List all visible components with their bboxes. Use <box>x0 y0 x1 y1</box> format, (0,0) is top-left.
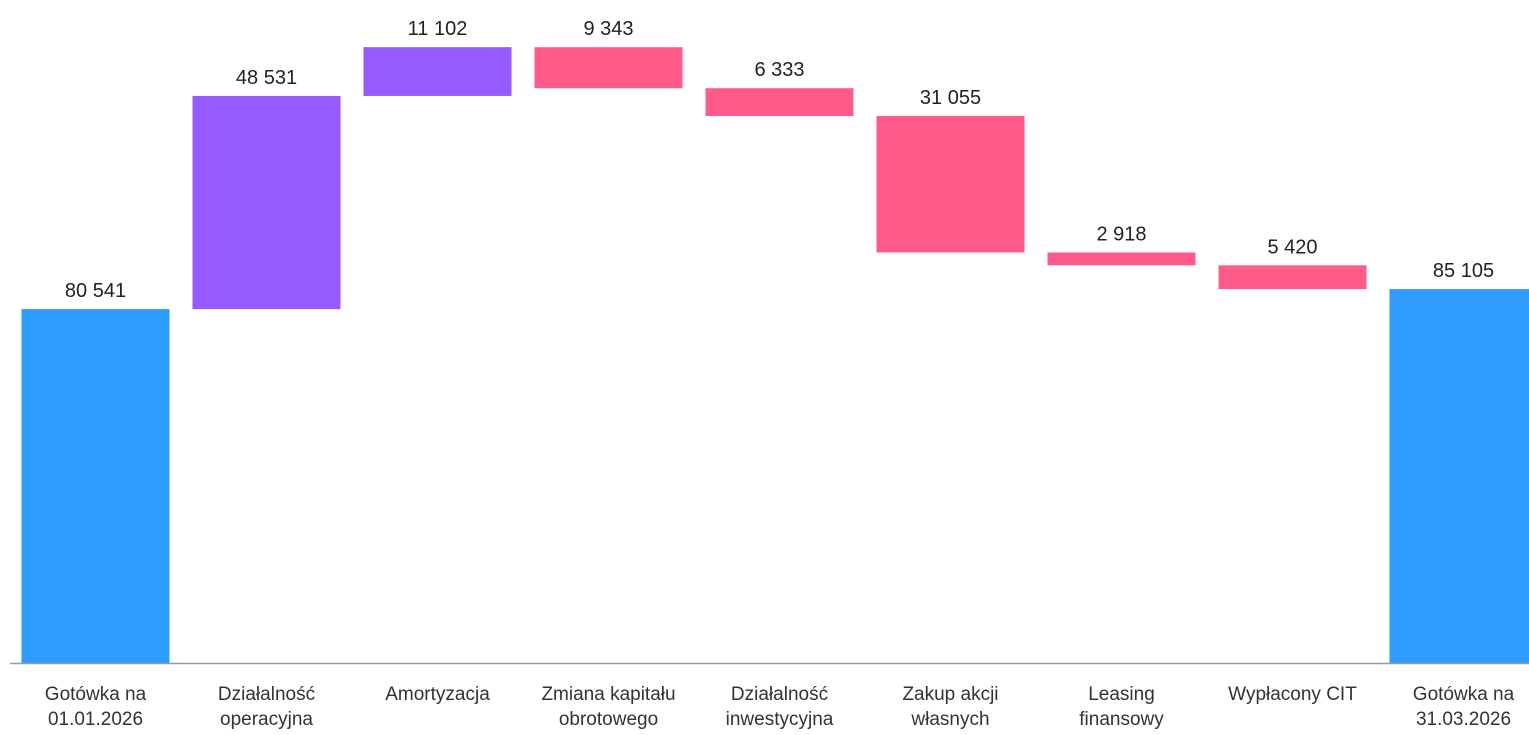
value-label: 6 333 <box>754 59 804 81</box>
value-label: 5 420 <box>1267 236 1317 258</box>
bar <box>1389 289 1529 663</box>
bar <box>21 309 170 663</box>
x-tick-label: Działalność operacyjna <box>218 684 315 730</box>
bar <box>534 47 683 89</box>
x-tick-label: Zakup akcji własnych <box>902 684 998 730</box>
x-tick-label: Gotówka na 01.01.2026 <box>45 684 147 730</box>
bar <box>1047 252 1196 266</box>
value-label: 85 105 <box>1433 260 1494 282</box>
x-tick-label: Wypłacony CIT <box>1228 684 1357 705</box>
value-label: 11 102 <box>408 18 468 40</box>
x-tick-label: Zmiana kapitału obrotowego <box>541 684 675 730</box>
bar <box>705 88 854 117</box>
bar <box>1218 265 1367 290</box>
value-label: 48 531 <box>236 67 297 89</box>
bar <box>363 47 512 96</box>
x-tick-label: Działalność inwestycyjna <box>726 684 834 730</box>
x-tick-label: Gotówka na 31.03.2026 <box>1413 684 1515 730</box>
value-label: 9 343 <box>583 18 633 40</box>
bar <box>192 95 341 310</box>
x-tick-label: Leasing finansowy <box>1079 684 1164 730</box>
value-label: 2 918 <box>1096 223 1146 245</box>
x-tick-label: Amortyzacja <box>385 684 490 705</box>
value-label: 80 541 <box>65 280 126 302</box>
value-label: 31 055 <box>920 87 981 109</box>
bar <box>876 116 1025 253</box>
